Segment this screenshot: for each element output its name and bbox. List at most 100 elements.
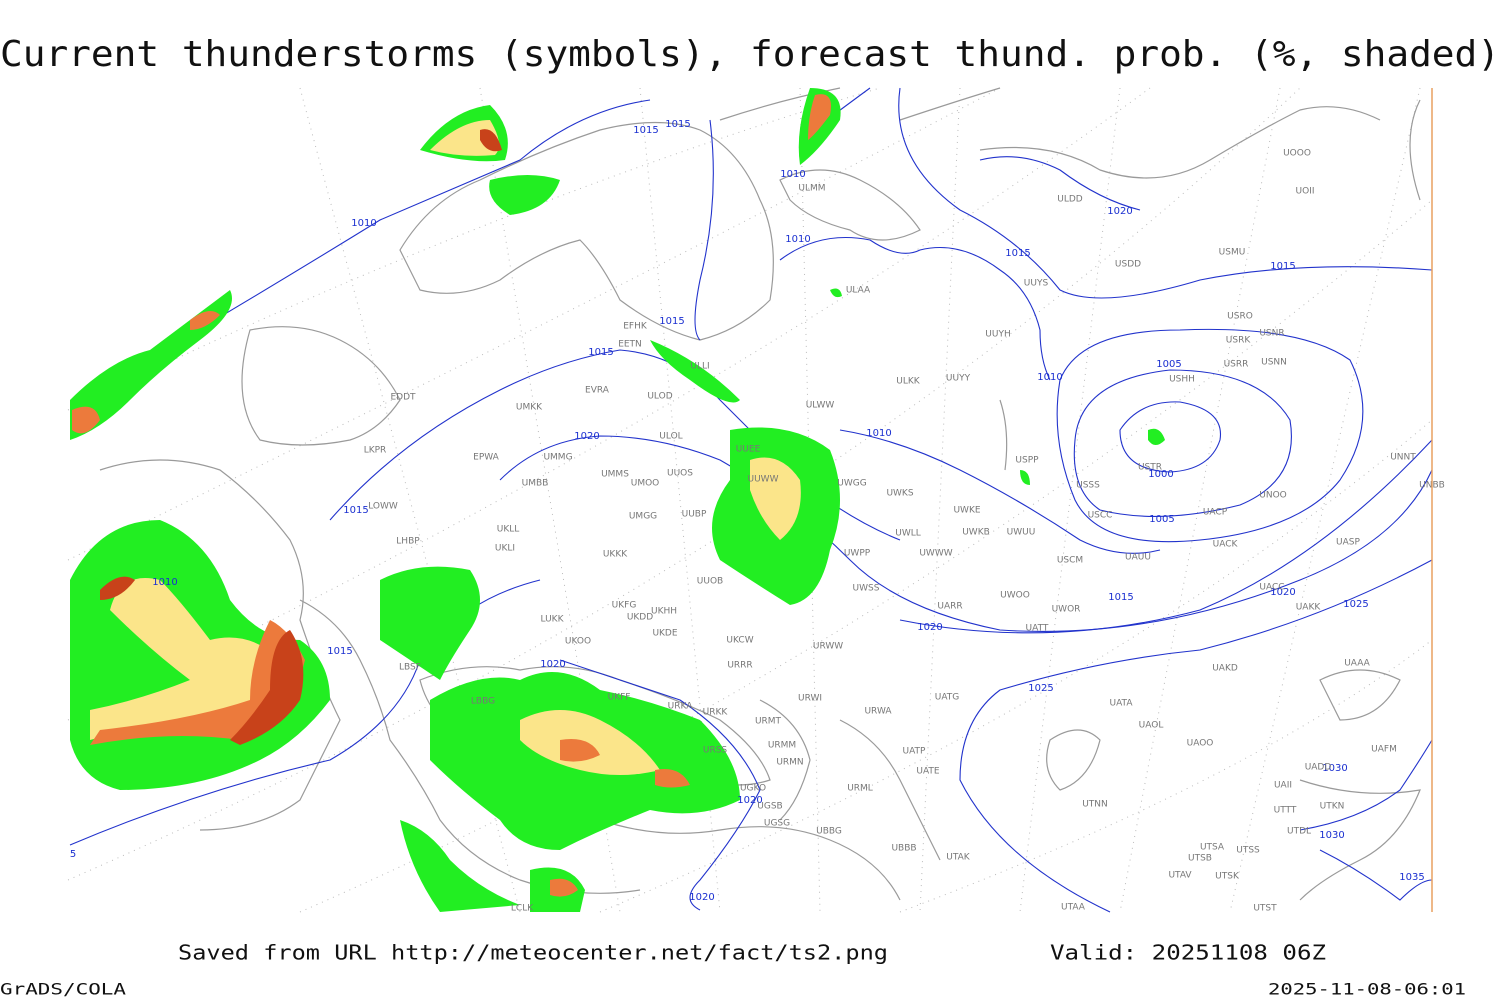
station-code: URWI <box>798 694 822 704</box>
station-code: UACK <box>1213 540 1239 550</box>
station-code: UATP <box>903 747 927 757</box>
isobar-label: 1020 <box>574 431 599 442</box>
isobar-label: 1020 <box>737 795 762 806</box>
station-code: UAOO <box>1187 739 1214 749</box>
valid-time: Valid: 20251108 06Z <box>1050 941 1326 965</box>
station-code: UATA <box>1109 699 1133 709</box>
station-code: URMT <box>755 717 782 727</box>
isobar-label: 1015 <box>659 316 684 327</box>
station-code: UMMS <box>601 470 629 480</box>
station-code: UWGG <box>837 479 866 489</box>
software: GrADS/COLA <box>0 980 126 999</box>
isobar-label: 1015 <box>665 119 690 130</box>
isobar-label: 1030 <box>1319 830 1344 841</box>
station-code: URMM <box>768 741 796 751</box>
station-code: UKDE <box>652 629 677 639</box>
station-code: USNR <box>1259 329 1284 339</box>
station-code: UBBG <box>816 827 842 837</box>
station-code: UWWW <box>919 549 952 559</box>
isobar-label: 1015 <box>1270 261 1295 272</box>
station-code: UAAA <box>1344 659 1370 669</box>
isobar-label: 1030 <box>1322 763 1347 774</box>
station-code: UARR <box>937 602 962 612</box>
station-code: UUOS <box>667 469 693 479</box>
isobar-label: 1020 <box>689 892 714 903</box>
station-code: UTST <box>1253 904 1277 914</box>
station-code: URWA <box>864 707 892 717</box>
station-code: UWOR <box>1052 605 1081 615</box>
station-code: UTSB <box>1188 854 1212 864</box>
station-code: UATE <box>916 767 940 777</box>
station-code: USNN <box>1261 358 1287 368</box>
station-code: UUYS <box>1024 279 1049 289</box>
timestamp: 2025-11-08-06:01 <box>1268 980 1466 999</box>
station-code: UTSA <box>1200 843 1225 853</box>
station-code: UTSS <box>1236 846 1260 856</box>
station-code: UKLL <box>497 525 520 535</box>
station-code: ULDD <box>1057 195 1083 205</box>
station-code: EFHK <box>623 322 648 332</box>
station-code: UWKE <box>953 506 980 516</box>
station-code: LOWW <box>368 502 398 512</box>
isobar-label: 1020 <box>1107 206 1132 217</box>
station-code: EETN <box>618 340 642 350</box>
station-code: UMMG <box>543 453 572 463</box>
station-code: ULLI <box>690 362 709 372</box>
station-code: UTAK <box>946 853 971 863</box>
isobar-label: 1010 <box>785 234 810 245</box>
isobar-label: 1015 <box>1005 248 1030 259</box>
isobar-label: 1015 <box>588 347 613 358</box>
station-code: UWSS <box>853 584 880 594</box>
isobar-label: 5 <box>70 849 76 860</box>
station-code: URRR <box>727 661 752 671</box>
station-code: UUBP <box>682 510 707 520</box>
station-code: USCC <box>1088 511 1113 521</box>
station-code: UAOL <box>1139 721 1164 731</box>
isobar-label: 1015 <box>343 505 368 516</box>
isobar-label: 1020 <box>917 622 942 633</box>
station-code: LBSF <box>399 663 421 673</box>
isobar-label: 1010 <box>351 218 376 229</box>
station-code: URSS <box>703 746 728 756</box>
station-code: UAKK <box>1296 603 1322 613</box>
isobar-label: 1010 <box>866 428 891 439</box>
station-code: UBBB <box>891 844 916 854</box>
isobar-label: 1005 <box>1149 514 1174 525</box>
station-code: UKHH <box>651 607 677 617</box>
isobar-label: 1020 <box>540 659 565 670</box>
station-code: UTAV <box>1168 871 1192 881</box>
station-code: UTTT <box>1274 806 1297 816</box>
station-code: UMGG <box>629 512 657 522</box>
station-code: USPP <box>1015 456 1039 466</box>
isobar-label: 1010 <box>152 577 177 588</box>
thunderstorm-probability <box>70 88 1165 912</box>
station-code: URKK <box>703 708 729 718</box>
station-code: UWKS <box>886 489 913 499</box>
station-code: UTSK <box>1215 872 1240 882</box>
title: Current thunderstorms (symbols), forecas… <box>0 34 1500 75</box>
station-code: UWKB <box>962 528 990 538</box>
station-code: URML <box>847 784 873 794</box>
station-code: ULWW <box>806 401 835 411</box>
station-code: ULOD <box>647 392 672 402</box>
station-code: LUKK <box>541 615 565 625</box>
station-code: EPWA <box>473 453 500 463</box>
source-url: Saved from URL http://meteocenter.net/fa… <box>178 941 888 965</box>
station-code: UGSG <box>764 819 790 829</box>
station-code: UATT <box>1026 624 1049 634</box>
station-code: UMKK <box>516 403 543 413</box>
station-code: UKLI <box>495 544 515 554</box>
station-code: UKOO <box>565 637 591 647</box>
station-code: UKKK <box>603 550 628 560</box>
isobar-label: 1015 <box>1108 592 1133 603</box>
station-code: UMOO <box>631 479 660 489</box>
station-code: ULKK <box>896 377 921 387</box>
isobar-label: 1000 <box>1148 469 1173 480</box>
station-code: URWW <box>813 642 843 652</box>
station-code: LBBG <box>471 697 495 707</box>
station-code: USDD <box>1115 260 1141 270</box>
station-code: UUOB <box>697 577 723 587</box>
station-code: UGSB <box>757 802 782 812</box>
station-code: USHH <box>1169 375 1195 385</box>
